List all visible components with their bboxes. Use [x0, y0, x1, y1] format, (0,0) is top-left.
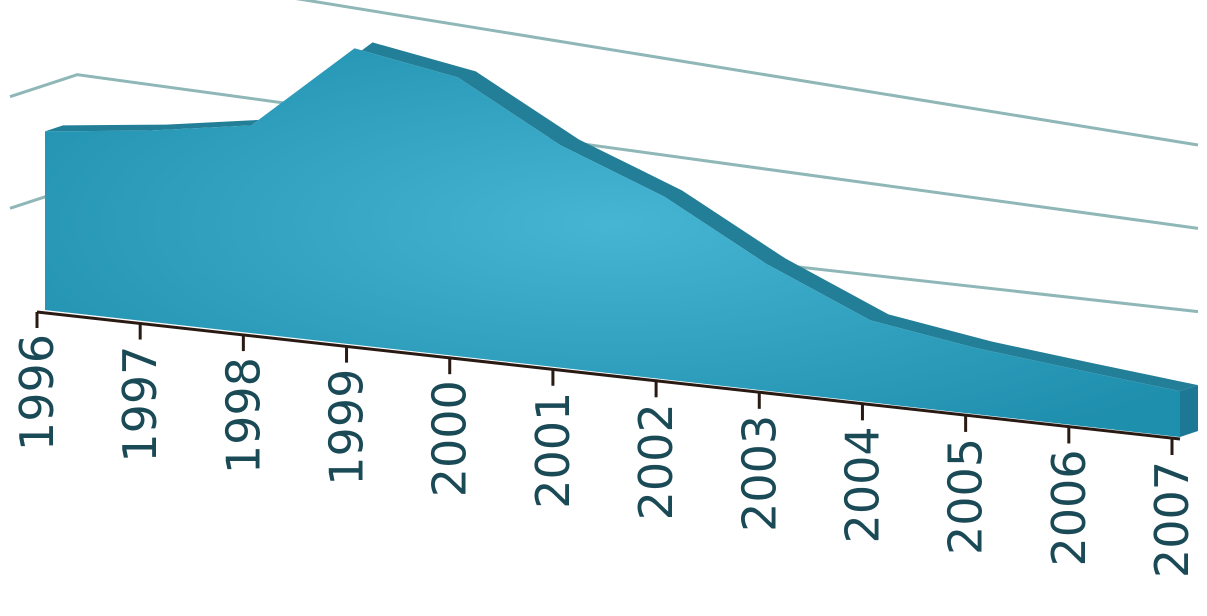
- x-tick-label-2002: 2002: [629, 403, 683, 520]
- x-tick-label-2007: 2007: [1145, 461, 1199, 578]
- x-tick-label-2001: 2001: [526, 392, 580, 509]
- x-tick-label-2000: 2000: [423, 380, 477, 497]
- x-tick-label-2004: 2004: [835, 426, 889, 543]
- x-axis: [35, 310, 1181, 455]
- x-tick-label-1997: 1997: [113, 346, 167, 463]
- area-front-face: [45, 48, 1180, 438]
- x-axis-line: [36, 310, 1181, 441]
- gridline-300: [295, 0, 1199, 147]
- x-tick-label-1996: 1996: [10, 334, 64, 451]
- x-tick-label-2003: 2003: [732, 415, 786, 532]
- area-series: [45, 42, 1198, 438]
- x-tick-label-2005: 2005: [939, 438, 993, 555]
- x-tick-label-2006: 2006: [1042, 449, 1096, 566]
- area-side-face: [1180, 385, 1198, 437]
- x-tick-label-1998: 1998: [216, 357, 270, 474]
- x-tick-label-1999: 1999: [320, 369, 374, 486]
- x-tick-labels: 1996 1997 1998 1999 2000 2001 2002 2003 2004 2005…: [10, 334, 1199, 578]
- gridline-200: [9, 73, 1199, 230]
